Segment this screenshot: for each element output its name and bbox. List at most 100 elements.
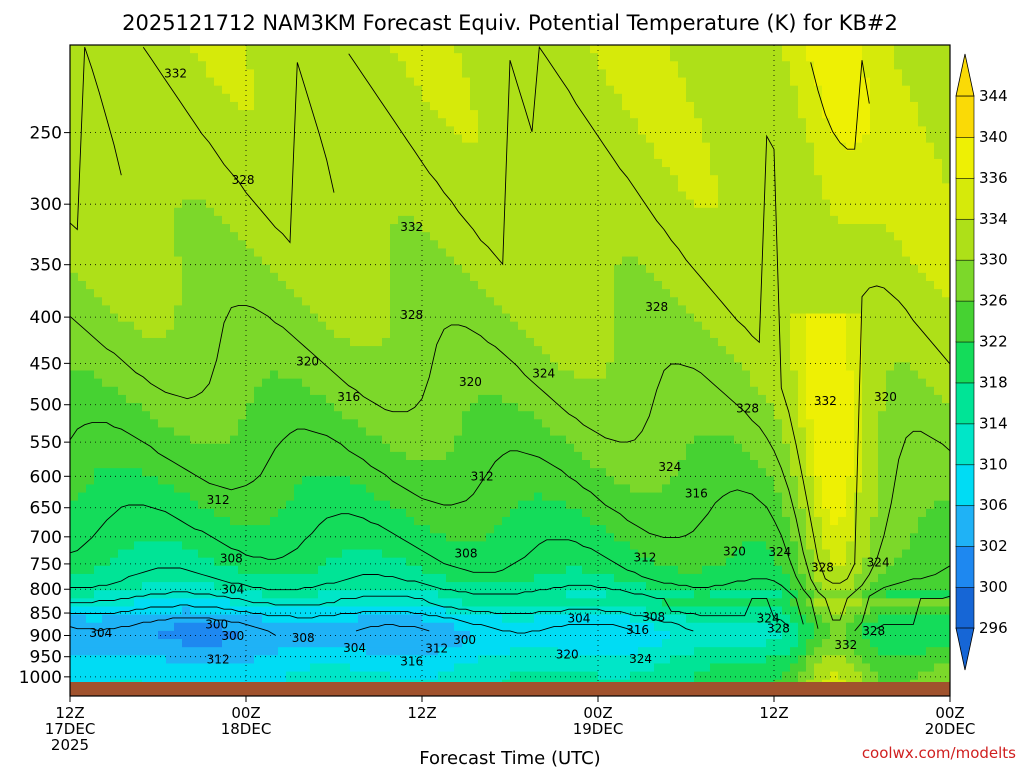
field-cell [318,573,327,583]
field-cell [542,183,551,193]
field-cell [430,329,439,339]
field-cell [182,614,191,624]
field-cell [470,272,479,282]
field-cell [246,305,255,315]
field-cell [350,175,359,184]
field-cell [558,565,567,575]
field-cell [414,134,423,144]
field-cell [270,45,279,54]
field-cell [142,175,151,184]
field-cell [222,85,231,95]
field-cell [86,313,95,323]
field-cell [350,53,359,62]
field-cell [510,630,519,640]
field-cell [342,362,351,372]
field-cell [550,419,559,429]
field-cell [294,329,303,339]
field-cell [254,606,263,616]
field-cell [478,533,487,542]
field-cell [366,191,375,201]
field-cell [374,370,383,380]
field-cell [542,126,551,136]
field-cell [198,639,207,648]
field-cell [550,500,559,510]
field-cell [326,256,335,266]
field-cell [542,435,551,445]
field-cell [78,297,87,306]
field-cell [182,321,191,331]
field-cell [214,451,223,461]
field-cell [158,167,167,176]
field-cell [110,443,119,453]
field-cell [134,126,143,136]
field-cell [142,370,151,380]
field-cell [246,394,255,404]
field-cell [526,647,535,656]
field-cell [566,191,575,201]
field-cell [494,582,503,591]
field-cell [310,419,319,429]
field-cell [206,207,215,217]
field-cell [334,427,343,437]
field-cell [246,61,255,71]
field-cell [198,362,207,372]
field-cell [430,256,439,266]
field-cell [206,69,215,79]
field-cell [294,77,303,87]
field-cell [70,582,79,591]
field-cell [542,150,551,160]
field-cell [278,272,287,282]
field-cell [310,297,319,306]
field-cell [286,61,295,71]
field-cell [158,573,167,583]
field-cell [118,411,127,420]
field-cell [150,85,159,95]
field-cell [78,337,87,347]
field-cell [70,655,79,665]
field-cell [566,101,575,111]
field-cell [94,378,103,388]
field-cell [246,93,255,103]
field-cell [110,77,119,87]
field-cell [478,346,487,355]
field-cell [518,565,527,575]
field-cell [86,264,95,274]
field-cell [414,362,423,372]
field-cell [334,573,343,583]
field-cell [118,419,127,429]
field-cell [278,126,287,136]
field-cell [350,630,359,640]
field-cell [262,207,271,217]
field-cell [334,126,343,136]
field-cell [134,403,143,412]
field-cell [342,525,351,534]
field-cell [230,183,239,193]
field-cell [166,313,175,323]
field-cell [246,598,255,608]
field-cell [542,419,551,429]
field-cell [502,500,511,510]
field-cell [254,77,263,87]
field-cell [190,167,199,176]
field-cell [366,183,375,193]
field-cell [566,61,575,71]
field-cell [414,61,423,71]
field-cell [166,492,175,502]
field-cell [94,313,103,323]
field-cell [374,199,383,209]
field-cell [190,256,199,266]
field-cell [78,354,87,363]
field-cell [462,419,471,429]
field-cell [326,370,335,380]
field-cell [430,394,439,404]
field-cell [94,289,103,298]
field-cell [430,215,439,225]
field-cell [486,207,495,217]
field-cell [326,476,335,486]
field-cell [158,614,167,624]
field-cell [70,53,79,62]
field-cell [494,639,503,648]
field-cell [406,289,415,298]
field-cell [470,354,479,363]
field-cell [390,582,399,591]
